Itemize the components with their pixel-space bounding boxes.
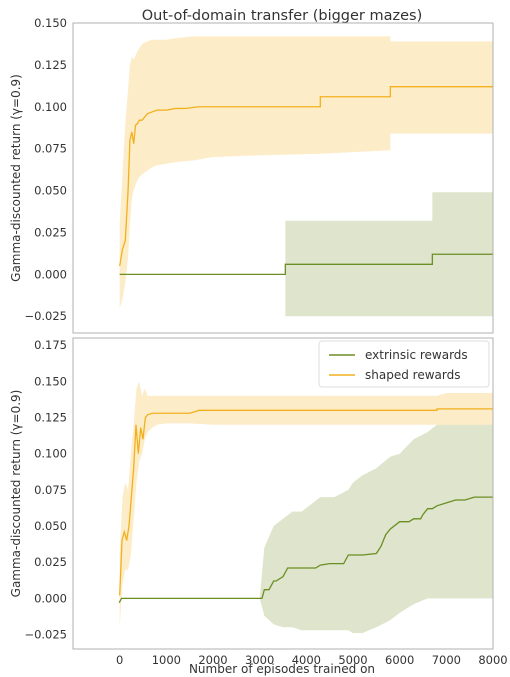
top-extrinsic-confidence-band (285, 192, 493, 317)
top-shaped-confidence-band (119, 36, 494, 308)
bottom-panel-lines (118, 408, 493, 604)
bottom-x-tick-label: 0 (116, 653, 123, 667)
bottom-y-tick-label: 0.050 (34, 519, 67, 533)
legend-box (318, 340, 490, 388)
bottom-panel-bands (119, 381, 494, 634)
top-y-tick-label: −0.025 (24, 309, 67, 323)
x-axis-label: Number of episodes trained on (189, 662, 375, 676)
top-y-tick-label: 0.050 (34, 184, 67, 198)
bottom-x-tick-label: 3000 (245, 653, 274, 667)
figure-title: Out-of-domain transfer (bigger mazes) (142, 8, 423, 24)
top-y-tick-label: 0.025 (34, 225, 67, 239)
top-y-tick-label: 0.100 (34, 100, 67, 114)
bottom-y-tick-label: 0.175 (34, 338, 67, 352)
top-y-tick-label: 0.150 (34, 16, 67, 30)
bottom-x-tick-label: 7000 (432, 653, 461, 667)
bottom-y-tick-label: 0.100 (34, 447, 67, 461)
bottom-x-tick-label: 8000 (478, 653, 507, 667)
bottom-shaped-confidence-band (119, 381, 494, 628)
bottom-y-tick-label: 0.000 (34, 591, 67, 605)
legend-shaped-label: shaped rewards (365, 368, 460, 382)
top-panel-lines (119, 86, 493, 276)
top-extrinsic-line (119, 253, 493, 276)
bottom-y-tick-label: 0.125 (34, 411, 67, 425)
top-panel-y-ticks: −0.025 0.000 0.025 0.050 0.075 0.100 0.125 0.15… (24, 16, 67, 323)
legend: extrinsic rewards shaped rewards (318, 340, 490, 388)
bottom-y-tick-label: 0.025 (34, 555, 67, 569)
bottom-y-tick-label: 0.150 (34, 374, 67, 388)
bottom-x-tick-label: 6000 (385, 653, 414, 667)
bottom-x-tick-label: 1000 (152, 653, 181, 667)
top-y-tick-label: 0.000 (34, 267, 67, 281)
bottom-panel: −0.025 0.000 0.025 0.050 0.075 0.100 0.125 0.15… (9, 337, 508, 667)
bottom-panel-y-axis-label: Gamma-discounted return (γ=0.9) (9, 390, 23, 598)
bottom-y-tick-label: 0.075 (34, 483, 67, 497)
top-panel-frame (72, 22, 494, 334)
bottom-panel-y-ticks: −0.025 0.000 0.025 0.050 0.075 0.100 0.125 0.15… (24, 338, 67, 641)
top-panel-y-axis-label: Gamma-discounted return (γ=0.9) (9, 74, 23, 282)
bottom-extrinsic-line (118, 496, 493, 604)
bottom-panel-frame (72, 337, 494, 650)
bottom-x-tick-label: 2000 (198, 653, 227, 667)
bottom-panel-x-ticks: 0 1000 2000 3000 4000 5000 6000 7000 8000 (116, 653, 508, 667)
bottom-x-tick-label: 5000 (338, 653, 367, 667)
legend-extrinsic-label: extrinsic rewards (365, 348, 468, 362)
top-panel-bands (119, 36, 494, 317)
top-shaped-line (119, 86, 493, 267)
top-y-tick-label: 0.075 (34, 142, 67, 156)
bottom-y-tick-label: −0.025 (24, 628, 67, 642)
bottom-shaped-line (119, 408, 493, 596)
top-panel: −0.025 0.000 0.025 0.050 0.075 0.100 0.125 0.15… (9, 16, 494, 334)
top-y-tick-label: 0.125 (34, 58, 67, 72)
bottom-x-tick-label: 4000 (292, 653, 321, 667)
bottom-extrinsic-confidence-band (259, 398, 493, 634)
